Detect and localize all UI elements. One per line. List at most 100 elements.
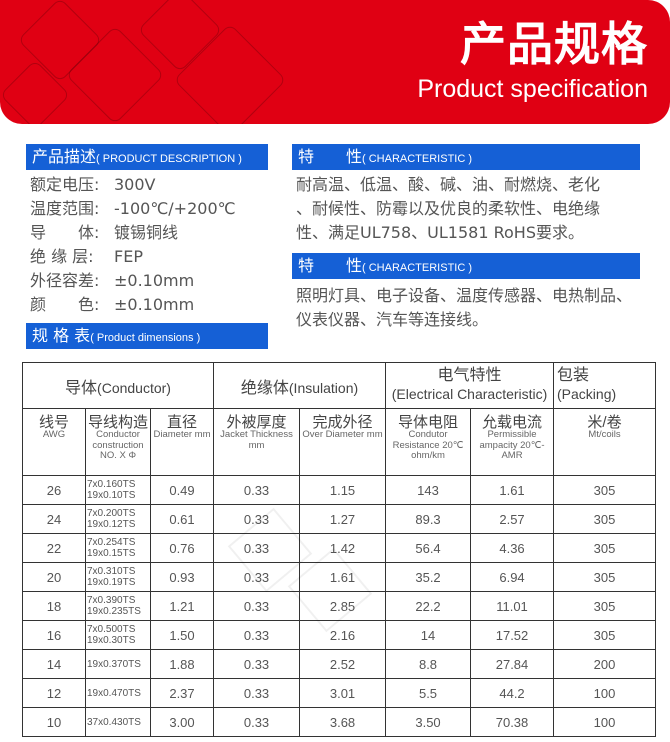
table-cell: 27.84 [470,649,555,679]
cell-value: 7x0.390TS [87,595,136,606]
item-value: 300V [114,175,156,194]
table-cell: 305 [553,591,657,621]
banner-subtitle: Product specification [417,75,648,103]
table-cell: 2.52 [299,649,387,679]
column-label: 导线构造 [87,414,148,431]
table-cell: 2.57 [470,504,555,534]
cell-value: 14 [46,656,62,672]
table-cell: 0.93 [149,562,215,592]
column-header: 允载电流 Permissible ampacity 20℃-AMR [470,408,555,476]
group-label: 绝缘体 [240,379,289,397]
table-row: 10 37x0.430TS 3.00 0.33 3.68 3.50 70.38 100 [22,707,657,737]
table-cell: 1.21 [149,591,215,621]
table-cell: 1.15 [299,475,387,505]
table-cell: 0.33 [213,707,301,737]
cell-value: 70.38 [495,714,529,730]
cell-value: 3.68 [329,714,356,730]
table-cell: 1.27 [299,504,387,534]
cell-value: 305 [593,598,616,614]
group-label-en: (Electrical Characteristic) [391,386,548,402]
cell-value: 305 [593,482,616,498]
cell-value: 19x0.12TS [87,519,136,530]
table-cell: 14 [385,620,472,650]
cell-value: 10 [46,714,62,730]
cell-value: 26 [46,482,62,498]
table-cell: 7x0.310TS 19x0.19TS [85,562,151,592]
cell-value: 305 [593,540,616,556]
table-cell: 1.61 [470,475,555,505]
cell-value: 0.33 [243,511,270,527]
cell-value: 305 [593,511,616,527]
table-cell: 3.50 [385,707,472,737]
table-cell: 6.94 [470,562,555,592]
section-title-en: ( CHARACTERISTIC ) [362,153,473,165]
table-cell: 305 [553,475,657,505]
section-title: 特 性 [298,147,363,166]
table-cell: 3.68 [299,707,387,737]
cell-value: 7x0.160TS [87,479,136,490]
cell-value: 20 [46,569,62,585]
cell-value: 0.33 [243,482,270,498]
table-cell: 0.33 [213,649,301,679]
section-header-characteristic: 特 性( CHARACTERISTIC ) [292,144,640,170]
cell-value: 0.33 [243,656,270,672]
table-cell: 11.01 [470,591,555,621]
table-cell: 3.00 [149,707,215,737]
column-label: 米/卷 [587,414,622,431]
group-conductor: 导体(Conductor) [21,362,215,409]
cell-value: 56.4 [415,540,441,556]
column-label: 外被厚度 [226,414,287,431]
cell-value: 11.01 [496,598,528,614]
cell-value: 305 [593,569,616,585]
table-cell: 16 [22,620,86,650]
table-cell: 0.49 [149,475,215,505]
application-text: 照明灯具、电子设备、温度传感器、电热制品、 仪表仪器、汽车等连接线。 [296,284,632,332]
column-label-en: AWG [42,429,66,440]
column-label-en: Permissible ampacity 20℃-AMR [479,429,545,461]
cell-value: 1.61 [499,482,525,498]
section-title: 产品描述 [32,147,97,166]
item-label: 导 体: [30,223,100,242]
table-cell: 89.3 [385,504,472,534]
description-item: 额定电压: 300V [30,173,236,197]
description-item: 颜 色: ±0.10mm [30,293,236,317]
table-cell: 7x0.254TS 19x0.15TS [85,533,151,563]
column-label: 线号 [38,414,69,431]
cell-value: 19x0.10TS [87,490,136,501]
cell-value: 0.33 [243,598,270,614]
cell-value: 17.52 [495,627,529,643]
cell-value: 19x0.370TS [87,658,141,670]
cell-value: 1.21 [169,598,195,614]
cell-value: 0.93 [169,569,195,585]
table-cell: 56.4 [385,533,472,563]
table-cell: 26 [22,475,86,505]
cell-value: 89.3 [415,511,441,527]
table-cell: 305 [553,533,657,563]
cell-value: 18 [46,598,62,614]
cell-value: 19x0.30TS [87,635,136,646]
table-cell: 1.88 [149,649,215,679]
cell-value: 100 [593,685,616,701]
table-cell: 19x0.470TS [85,678,151,708]
table-cell: 0.33 [213,591,301,621]
cell-value: 305 [593,627,616,643]
section-title: 特 性 [298,256,363,275]
table-cell: 18 [22,591,86,621]
column-label-en: Mt/coils [588,429,621,440]
cell-value: 0.76 [169,540,195,556]
cell-value: 0.61 [169,511,195,527]
column-label: 完成外径 [312,414,373,431]
table-cell: 0.33 [213,533,301,563]
table-cell: 0.33 [213,678,301,708]
cell-value: 2.52 [329,656,356,672]
column-label-en: Over Diameter mm [302,429,383,440]
table-cell: 1.42 [299,533,387,563]
table-cell: 8.8 [385,649,472,679]
group-label-en: (Insulation) [288,379,359,396]
table-cell: 20 [22,562,86,592]
cell-value: 8.8 [418,656,438,672]
item-value: 镀锡铜线 [114,223,179,242]
cell-value: 22 [46,540,62,556]
characteristic-text: 耐高温、低温、酸、碱、油、耐燃烧、老化 、耐候性、防霉以及优良的柔软性、电绝缘 … [296,173,600,245]
